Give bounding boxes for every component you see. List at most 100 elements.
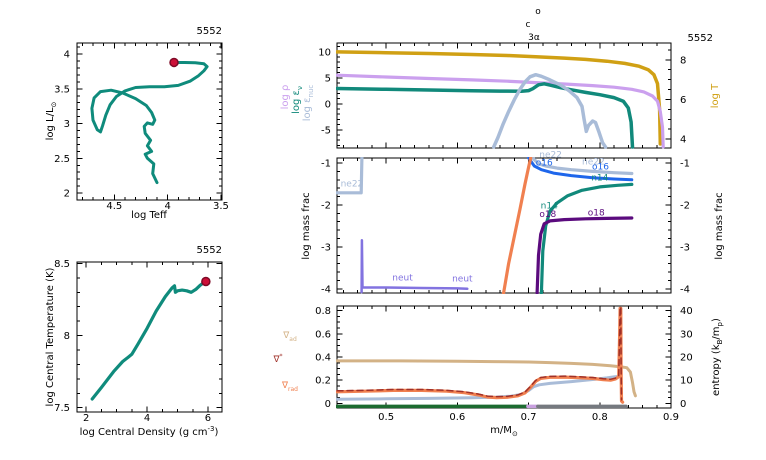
series-ne22-envelope [531, 157, 634, 176]
series-grad-rad [336, 306, 625, 404]
profile-ylabel-logT: log T [710, 83, 721, 108]
profile-ylabel-logrho: log ρ [280, 85, 291, 110]
grad-xlabel: m/M⊙ [490, 425, 518, 438]
series-log-eps-nuc [491, 72, 608, 149]
burn-zone-label-o: o [535, 7, 541, 17]
thermo-profile-rtick-label: 4 [680, 135, 686, 146]
hr-diagram-ytick-label: 2.5 [54, 154, 70, 165]
profile-ylabel-logepsnuc: log εnuc [302, 85, 315, 122]
burn-zone-label-3alpha: 3α [528, 33, 540, 43]
gradients-entropy-rtick-label: 0 [680, 399, 686, 410]
panel1-title: 5552 [197, 26, 222, 37]
abundance-profile-curve-label-n14: n14 [541, 201, 558, 211]
gradients-entropy-xtick-label: 0.9 [663, 412, 679, 423]
marker-current-model [201, 276, 211, 287]
central-conditions-ytick-label: 7.5 [54, 403, 70, 414]
panel-central-conditions: 2 4 6 7.5 8 8.5 [54, 259, 223, 424]
central-xlabel: log Central Density (g cm-3) [80, 425, 219, 438]
central-ylabel: log Central Temperature (K) [45, 267, 56, 406]
hr-ylabel: log L/L⊙ [45, 102, 58, 141]
gradients-entropy-xtick-label: 0.5 [378, 412, 394, 423]
series-log-rho [336, 73, 665, 149]
gradients-entropy-ytick-label: 0.4 [315, 353, 331, 364]
abundance-profile-rtick-label: -1 [680, 159, 690, 170]
grad-label-grad-ad: ∇ad [282, 331, 297, 343]
abundance-profile-curve-label-o16: o16 [536, 159, 553, 169]
series-n14 [539, 182, 634, 294]
abund-ylabel-right: log mass frac [714, 192, 725, 259]
gradients-entropy-xtick-label: 0.6 [449, 412, 465, 423]
grad-label-grad-star: ∇* [272, 353, 282, 365]
abundance-profile-ytick-label: -1 [321, 159, 331, 170]
thermo-profile-ytick-label: 0 [325, 99, 331, 110]
thermo-profile-rtick-label: 8 [680, 55, 686, 66]
hr-diagram-xtick-label: 4 [164, 201, 170, 212]
hr-diagram-ytick-label: 2 [64, 189, 70, 200]
panel-hr-diagram: 4.5 4 3.5 2 2.5 3 3.5 4 [54, 42, 229, 212]
hr-diagram-frame [76, 42, 223, 201]
central-conditions-xtick-label: 4 [144, 413, 150, 424]
gradients-entropy-ytick-label: 0.2 [315, 376, 331, 387]
gradients-entropy-ytick-label: 0.6 [315, 329, 331, 340]
thermo-profile-ytick-label: -5 [321, 125, 331, 136]
central-conditions-xtick-label: 6 [205, 413, 211, 424]
central-conditions-ytick-label: 8.5 [54, 259, 70, 270]
hr-diagram-xtick-label: 4.5 [106, 201, 122, 212]
thermo-profile-rtick-label: 6 [680, 95, 686, 106]
abundance-profile-curve-label-neut: neut [452, 274, 473, 284]
panel3-title: 5552 [688, 33, 713, 44]
central-conditions-ytick-label: 8 [64, 331, 70, 342]
series-grad-ad [336, 359, 637, 398]
hr-diagram-ytick-label: 3.5 [54, 84, 70, 95]
thermo-profile-frame [336, 42, 672, 149]
abundance-profile-rtick-label: -2 [680, 200, 690, 211]
hr-diagram-xtick-label: 3.5 [213, 201, 229, 212]
abundance-profile-curve-label-ne22: ne22 [539, 151, 562, 161]
series-ne22-core [336, 157, 364, 195]
series-o18 [535, 216, 634, 294]
thermo-profile-ytick-label: 5 [325, 73, 331, 84]
series-orange-rise [502, 157, 533, 294]
marker-current-model [169, 57, 179, 68]
abundance-profile-ytick-label: -3 [321, 242, 331, 253]
abundance-profile-curve-label-neut: neut [392, 273, 413, 283]
gradients-entropy-xtick-label: 0.8 [592, 412, 608, 423]
gradients-entropy-ytick-label: 0.8 [315, 306, 331, 317]
abundance-profile-curve-label-o18: o18 [539, 210, 556, 220]
gradients-entropy-rtick-label: 30 [680, 329, 693, 340]
series-log-T [336, 50, 663, 146]
abundance-profile-rtick-label: -3 [680, 242, 690, 253]
burn-zone-label-c: c [526, 20, 531, 30]
gradients-entropy-rtick-label: 20 [680, 353, 693, 364]
abundance-profile-curve-label-ne22: ne22 [582, 158, 605, 168]
abundance-profile-curve-label-n14: n14 [591, 174, 608, 184]
series-central-track [90, 279, 208, 401]
hr-diagram-ytick-label: 3 [64, 119, 70, 130]
abundance-profile-curve-label-o18: o18 [588, 208, 605, 218]
series-o16 [527, 157, 634, 182]
series-evolution-track [90, 61, 209, 185]
panel2-title: 5552 [197, 245, 222, 256]
series-neutrons [360, 238, 469, 294]
abundance-profile-rtick-label: -4 [680, 284, 690, 295]
hr-diagram-ytick-label: 4 [64, 50, 70, 61]
series-log-eps-nu [336, 82, 635, 149]
abund-ylabel-left: log mass frac [301, 192, 312, 259]
gradients-entropy-ytick-label: 0 [325, 399, 331, 410]
abundance-profile-curve-label-ne22: ne22 [341, 180, 364, 190]
hr-xlabel: log Teff [131, 210, 168, 221]
gradients-entropy-rtick-label: 10 [680, 376, 693, 387]
series-grad-star [336, 306, 623, 401]
entropy-ylabel: entropy (kB/mp) [711, 318, 724, 396]
thermo-profile-ytick-label: 10 [318, 47, 331, 58]
gradients-entropy-rtick-label: 40 [680, 306, 693, 317]
profile-ylabel-logepsnu: log εν [291, 86, 304, 114]
abundance-profile-ytick-label: -2 [321, 200, 331, 211]
panel-thermo-profile: -5 0 5 10 4 6 8 [318, 42, 686, 149]
gradients-entropy-xtick-label: 0.7 [521, 412, 537, 423]
grad-label-grad-rad: ∇rad [281, 381, 298, 393]
abundance-profile-ytick-label: -4 [321, 284, 331, 295]
